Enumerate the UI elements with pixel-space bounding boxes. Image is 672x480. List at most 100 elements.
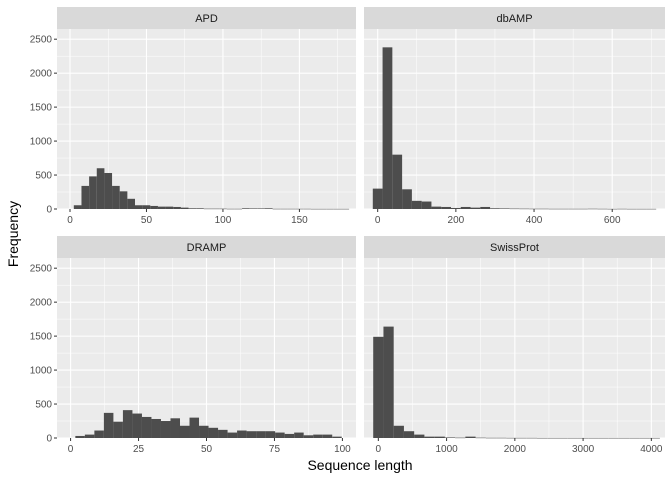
histogram-bar-dramp [313,434,323,438]
panel-apd: APD 0 500 1000 1500 2000 2500 0 50 100 150 [30,7,356,226]
histogram-bar-dramp [322,434,333,438]
x-tick-label: 400 [526,215,543,226]
histogram-bar-dbamp [470,207,481,209]
histogram-bar-swissprot [393,425,404,438]
plot-area-dbamp [364,29,665,209]
histogram-bar-dbamp [558,208,569,210]
histogram-bar-swissprot [403,431,415,438]
histogram-bar-apd [119,191,128,209]
histogram-bar-swissprot [424,436,435,438]
histogram-bar-apd [219,208,227,210]
histogram-bar-swissprot [506,437,517,439]
panel-swissprot: SwissProt 0 1000 2000 3000 4000 [364,236,665,455]
y-tick-label: 2500 [30,35,53,46]
y-tick-label: 1500 [30,103,53,114]
histogram-bar-dbamp [646,208,657,210]
histogram-bar-apd [127,198,135,209]
histogram-bar-swissprot [475,437,486,439]
x-tick-label: 1000 [435,444,458,455]
histogram-bar-dbamp [587,208,598,210]
x-tick-label: 0 [375,215,381,226]
strip-title-apd: APD [195,13,218,25]
histogram-bar-apd [142,205,151,209]
histogram-bar-dramp [303,435,314,438]
x-axis-title: Sequence length [307,457,412,473]
histogram-bar-swissprot [567,437,578,439]
y-tick-label: 2000 [30,298,53,309]
histogram-bar-dbamp [548,208,559,210]
histogram-bar-swissprot [526,437,538,439]
histogram-bar-dbamp [617,208,627,210]
x-tick-label: 25 [133,444,145,455]
histogram-bar-apd [318,208,327,210]
histogram-bar-dramp [84,434,95,438]
histogram-bar-apd [157,206,166,209]
histogram-bar-dbamp [431,206,442,209]
histogram-bar-apd [280,208,288,210]
y-axis-title: Frequency [5,201,21,267]
histogram-bar-dramp [75,435,85,438]
histogram-bar-dbamp [480,206,491,209]
y-tick-label: 500 [35,400,52,411]
histogram-bar-swissprot [516,437,527,439]
histogram-bar-dbamp [490,208,500,209]
panel-dramp: DRAMP 0 500 1000 1500 2000 2500 0 25 50 75 100 [30,236,356,455]
histogram-bar-dbamp [382,47,393,209]
panel-dbamp: dbAMP 0 200 400 600 [364,7,665,226]
histogram-bar-apd [265,208,273,209]
histogram-bar-apd [135,205,143,209]
histogram-bar-dbamp [450,207,461,209]
histogram-bar-apd [326,208,334,210]
histogram-bar-swissprot [537,437,548,439]
histogram-bar-apd [257,208,265,209]
histogram-bar-swissprot [588,437,599,439]
histogram-bar-dbamp [411,200,422,209]
histogram-bar-dramp [294,432,304,438]
histogram-bar-dramp [237,430,247,438]
histogram-bar-dbamp [626,208,637,210]
histogram-bar-dbamp [538,208,549,210]
histogram-bar-apd [81,185,90,209]
histogram-bar-apd [341,208,350,210]
histogram-bar-dramp [246,431,257,438]
y-tick-label: 2500 [30,264,53,275]
histogram-bar-swissprot [496,437,507,439]
histogram-bar-dbamp [597,208,608,210]
histogram-bar-apd [310,208,319,210]
y-tick-label: 500 [35,171,52,182]
histogram-bar-dbamp [509,208,520,210]
x-tick-label: 0 [376,444,382,455]
histogram-bar-dramp [170,418,180,438]
histogram-bar-apd [73,205,82,209]
histogram-bar-apd [203,208,212,210]
x-tick-label: 100 [334,444,351,455]
x-tick-label: 2000 [504,444,527,455]
histogram-bar-dramp [218,429,228,438]
y-tick-label: 1500 [30,332,53,343]
histogram-bar-apd [188,208,197,209]
histogram-bar-dbamp [441,206,451,209]
histogram-bar-apd [180,207,189,209]
histogram-bar-dramp [103,412,114,438]
x-tick-label: 0 [67,215,73,226]
x-tick-label: 50 [141,215,153,226]
histogram-bar-apd [96,168,105,209]
histogram-bar-dbamp [636,208,647,210]
histogram-bar-dbamp [372,188,383,209]
histogram-bar-swissprot [434,436,445,438]
histogram-bar-dbamp [519,208,530,210]
x-tick-label: 600 [604,215,621,226]
x-tick-label: 3000 [572,444,595,455]
histogram-bar-apd [272,208,281,210]
histogram-bar-dramp [208,427,219,438]
histogram-bar-swissprot [465,436,476,438]
histogram-bar-dramp [189,417,200,438]
histogram-bar-dramp [122,410,133,438]
histogram-bar-dramp [160,421,171,438]
histogram-bar-dbamp [578,208,588,210]
histogram-bar-dbamp [460,206,471,209]
histogram-bar-swissprot [618,437,630,439]
strip-apd [57,7,356,29]
histogram-bar-apd [112,185,120,209]
histogram-bar-swissprot [629,437,640,439]
